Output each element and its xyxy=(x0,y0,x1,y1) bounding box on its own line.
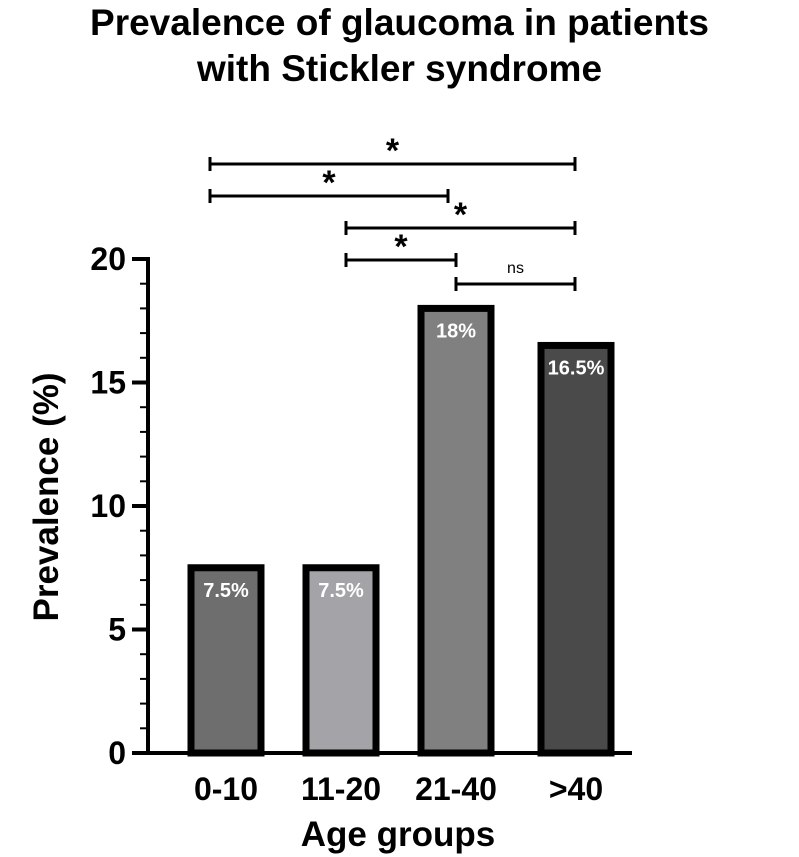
bar-value-label: 18% xyxy=(436,320,476,342)
y-tick-label: 0 xyxy=(108,735,126,771)
x-tick-label: 11-20 xyxy=(301,771,381,807)
bar xyxy=(302,564,380,757)
significance-label: * xyxy=(322,164,336,202)
chart-title-line-2: with Stickler syndrome xyxy=(196,48,603,89)
significance-label: * xyxy=(386,132,400,170)
x-tick-label: >40 xyxy=(549,771,603,807)
x-tick-label: 0-10 xyxy=(194,771,258,807)
bar xyxy=(537,341,615,757)
y-tick-label: 15 xyxy=(90,365,126,401)
y-axis-title: Prevalence (%) xyxy=(27,372,66,621)
bar-value-label: 7.5% xyxy=(318,580,364,602)
bar-value-label: 16.5% xyxy=(548,357,605,379)
chart-title: Prevalence of glaucoma in patients with … xyxy=(0,0,799,92)
bar xyxy=(417,304,495,757)
bar xyxy=(187,564,265,757)
y-tick-label: 5 xyxy=(108,612,126,648)
y-tick-label: 20 xyxy=(90,241,126,277)
significance-label: * xyxy=(394,228,408,266)
bar-value-label: 7.5% xyxy=(203,580,249,602)
significance-label: * xyxy=(454,196,468,234)
y-tick-label: 10 xyxy=(90,488,126,524)
significance-label: ns xyxy=(507,260,524,277)
x-tick-label: 21-40 xyxy=(415,771,497,807)
x-axis-title: Age groups xyxy=(301,815,495,854)
chart-title-line-1: Prevalence of glaucoma in patients xyxy=(90,2,709,43)
